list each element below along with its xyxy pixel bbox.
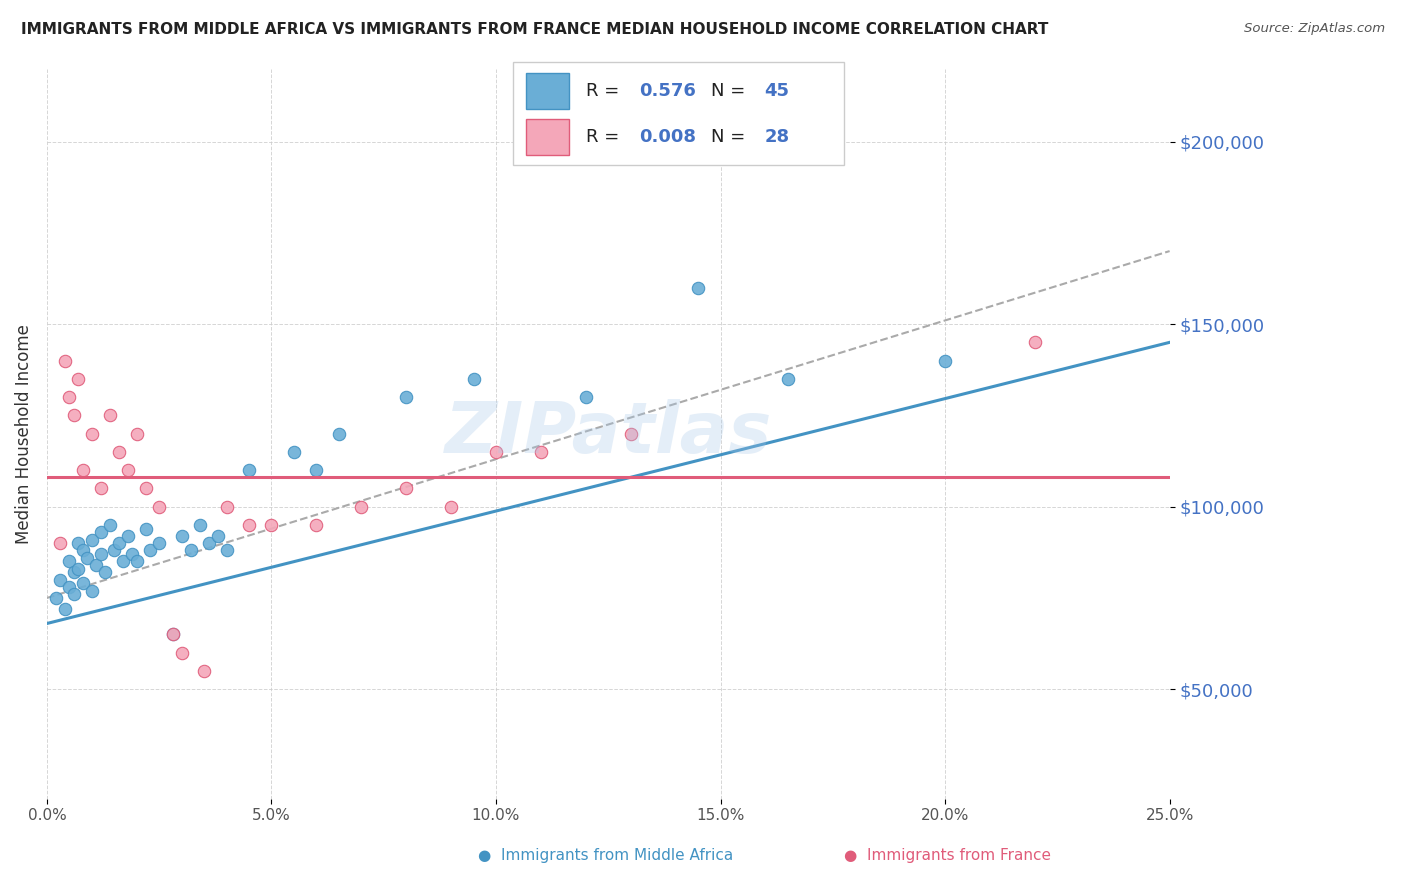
Point bbox=[103, 543, 125, 558]
Point bbox=[162, 627, 184, 641]
Point bbox=[575, 390, 598, 404]
Point bbox=[67, 562, 90, 576]
Point bbox=[620, 426, 643, 441]
Text: 45: 45 bbox=[765, 82, 789, 100]
Point bbox=[107, 536, 129, 550]
Text: IMMIGRANTS FROM MIDDLE AFRICA VS IMMIGRANTS FROM FRANCE MEDIAN HOUSEHOLD INCOME : IMMIGRANTS FROM MIDDLE AFRICA VS IMMIGRA… bbox=[21, 22, 1049, 37]
Point bbox=[215, 543, 238, 558]
Point bbox=[125, 426, 148, 441]
Point bbox=[350, 500, 373, 514]
Point bbox=[188, 517, 211, 532]
Point bbox=[58, 554, 80, 568]
Point bbox=[117, 529, 139, 543]
Point bbox=[170, 529, 193, 543]
Point bbox=[80, 583, 103, 598]
Point bbox=[107, 445, 129, 459]
Point bbox=[67, 372, 90, 386]
Point bbox=[90, 482, 112, 496]
Point bbox=[45, 591, 67, 605]
Point bbox=[328, 426, 350, 441]
FancyBboxPatch shape bbox=[513, 62, 844, 165]
Text: N =: N = bbox=[711, 128, 751, 145]
Text: ●  Immigrants from France: ● Immigrants from France bbox=[844, 848, 1050, 863]
Point bbox=[395, 482, 418, 496]
Text: R =: R = bbox=[586, 82, 624, 100]
Point bbox=[90, 525, 112, 540]
Point bbox=[58, 580, 80, 594]
Point bbox=[395, 390, 418, 404]
Point bbox=[121, 547, 143, 561]
Point bbox=[305, 463, 328, 477]
Point bbox=[72, 543, 94, 558]
Point bbox=[53, 602, 76, 616]
Text: 28: 28 bbox=[765, 128, 789, 145]
Text: 0.008: 0.008 bbox=[638, 128, 696, 145]
Point bbox=[148, 536, 170, 550]
Text: 0.576: 0.576 bbox=[638, 82, 696, 100]
Point bbox=[686, 280, 709, 294]
Point bbox=[170, 646, 193, 660]
Point bbox=[63, 566, 86, 580]
Point bbox=[238, 463, 260, 477]
Point bbox=[207, 529, 229, 543]
Point bbox=[180, 543, 202, 558]
Point bbox=[305, 517, 328, 532]
Point bbox=[260, 517, 283, 532]
Point bbox=[117, 463, 139, 477]
Bar bbox=[526, 73, 569, 109]
Point bbox=[63, 587, 86, 601]
Point bbox=[76, 550, 98, 565]
Bar bbox=[526, 119, 569, 155]
Point bbox=[148, 500, 170, 514]
Point bbox=[49, 536, 72, 550]
Point bbox=[485, 445, 508, 459]
Point bbox=[238, 517, 260, 532]
Point bbox=[193, 664, 215, 678]
Point bbox=[463, 372, 485, 386]
Point bbox=[1024, 335, 1046, 350]
Point bbox=[80, 426, 103, 441]
Point bbox=[84, 558, 107, 572]
Point bbox=[139, 543, 162, 558]
Point bbox=[49, 573, 72, 587]
Point bbox=[98, 517, 121, 532]
Point bbox=[530, 445, 553, 459]
Point bbox=[112, 554, 135, 568]
Text: ZIPatlas: ZIPatlas bbox=[444, 399, 772, 468]
Point bbox=[197, 536, 219, 550]
Point bbox=[215, 500, 238, 514]
Point bbox=[94, 566, 117, 580]
Point bbox=[934, 353, 956, 368]
Point bbox=[72, 576, 94, 591]
Y-axis label: Median Household Income: Median Household Income bbox=[15, 324, 32, 543]
Point bbox=[58, 390, 80, 404]
Text: R =: R = bbox=[586, 128, 624, 145]
Point bbox=[63, 409, 86, 423]
Point bbox=[135, 522, 157, 536]
Point bbox=[80, 533, 103, 547]
Point bbox=[125, 554, 148, 568]
Point bbox=[72, 463, 94, 477]
Point bbox=[440, 500, 463, 514]
Text: Source: ZipAtlas.com: Source: ZipAtlas.com bbox=[1244, 22, 1385, 36]
Point bbox=[90, 547, 112, 561]
Point bbox=[776, 372, 799, 386]
Text: ●  Immigrants from Middle Africa: ● Immigrants from Middle Africa bbox=[478, 848, 734, 863]
Point bbox=[162, 627, 184, 641]
Point bbox=[135, 482, 157, 496]
Text: N =: N = bbox=[711, 82, 751, 100]
Point bbox=[67, 536, 90, 550]
Point bbox=[53, 353, 76, 368]
Point bbox=[283, 445, 305, 459]
Point bbox=[98, 409, 121, 423]
